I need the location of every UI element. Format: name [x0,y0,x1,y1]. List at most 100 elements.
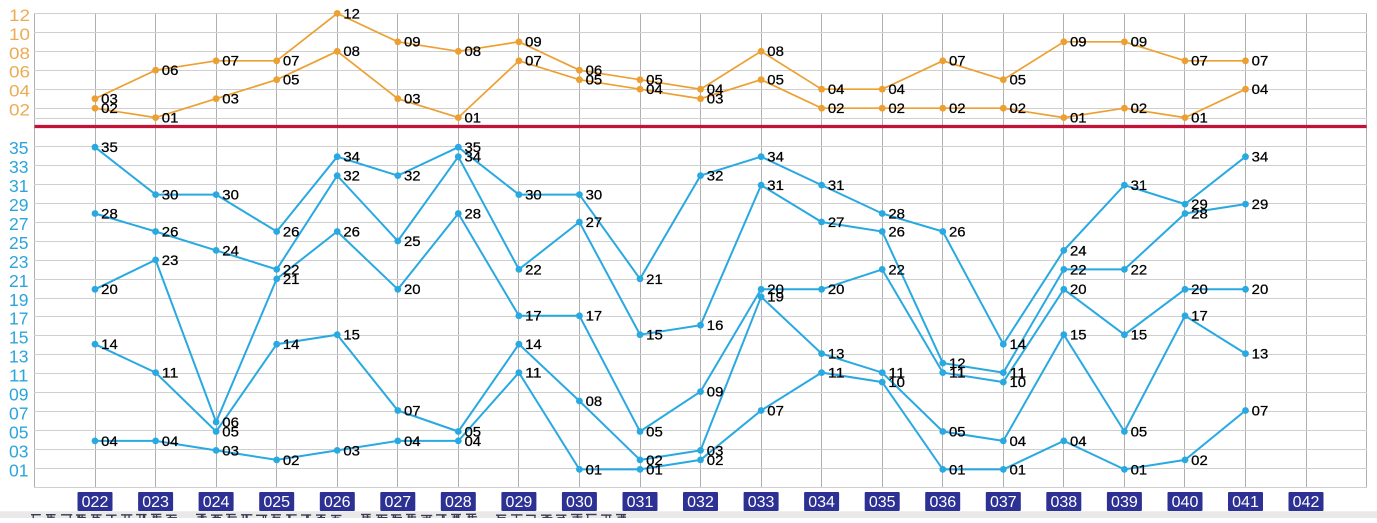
svg-text:028: 028 [445,494,472,511]
svg-text:32: 32 [404,168,421,183]
svg-text:20: 20 [767,282,784,297]
svg-text:30: 30 [525,187,542,202]
svg-text:19: 19 [767,290,784,305]
svg-text:06: 06 [222,415,239,430]
svg-text:05: 05 [586,73,603,88]
svg-text:07: 07 [222,54,239,69]
svg-text:21: 21 [646,272,663,287]
svg-text:03: 03 [101,92,118,107]
svg-text:02: 02 [949,101,966,116]
svg-text:025: 025 [263,494,290,511]
svg-text:04: 04 [1070,434,1087,449]
svg-text:28: 28 [888,206,905,221]
svg-text:04: 04 [1252,82,1269,97]
svg-text:037: 037 [990,494,1017,511]
svg-text:09: 09 [525,35,542,50]
svg-text:08: 08 [767,44,784,59]
svg-text:33: 33 [9,157,29,177]
svg-text:30: 30 [586,187,603,202]
svg-text:07: 07 [1252,403,1269,418]
svg-text:05: 05 [222,424,239,439]
svg-text:16: 16 [707,318,724,333]
svg-text:01: 01 [1070,110,1087,125]
svg-text:22: 22 [888,262,905,277]
svg-text:03: 03 [222,92,239,107]
svg-text:25: 25 [9,233,29,253]
svg-text:17: 17 [1191,309,1208,324]
svg-text:05: 05 [9,422,29,442]
svg-text:26: 26 [949,224,966,239]
svg-text:12: 12 [343,6,360,21]
svg-text:01: 01 [586,462,603,477]
svg-text:042: 042 [1293,494,1320,511]
svg-text:03: 03 [707,92,724,107]
svg-text:14: 14 [525,337,542,352]
svg-text:30: 30 [162,187,179,202]
svg-text:21: 21 [9,271,29,291]
svg-text:023: 023 [142,494,169,511]
svg-text:17: 17 [586,309,603,324]
svg-text:31: 31 [828,178,845,193]
svg-text:29: 29 [1252,197,1269,212]
svg-text:20: 20 [404,282,421,297]
svg-text:07: 07 [525,54,542,69]
svg-text:17: 17 [525,309,542,324]
svg-text:22: 22 [1070,262,1087,277]
svg-text:032: 032 [687,494,714,511]
svg-text:22: 22 [283,262,300,277]
svg-text:04: 04 [646,82,663,97]
svg-text:01: 01 [949,462,966,477]
svg-text:04: 04 [888,82,905,97]
svg-text:25: 25 [404,234,421,249]
svg-text:10: 10 [9,26,30,44]
svg-text:02: 02 [9,102,30,120]
svg-text:20: 20 [828,282,845,297]
svg-text:04: 04 [828,82,845,97]
svg-text:01: 01 [9,460,29,480]
svg-text:02: 02 [1131,101,1148,116]
svg-text:28: 28 [465,206,482,221]
svg-text:05: 05 [465,424,482,439]
svg-text:01: 01 [1131,462,1148,477]
svg-text:11: 11 [9,366,29,386]
svg-text:035: 035 [869,494,896,511]
svg-text:038: 038 [1050,494,1077,511]
svg-text:12: 12 [949,356,966,371]
svg-text:14: 14 [283,337,300,352]
svg-text:08: 08 [465,44,482,59]
svg-text:13: 13 [9,347,29,367]
svg-text:14: 14 [101,337,118,352]
svg-text:03: 03 [707,443,724,458]
svg-text:13: 13 [1252,346,1269,361]
svg-text:05: 05 [283,73,300,88]
svg-text:03: 03 [343,443,360,458]
svg-text:30: 30 [222,187,239,202]
svg-text:35: 35 [101,140,118,155]
svg-text:08: 08 [9,45,30,63]
svg-text:04: 04 [1010,434,1027,449]
svg-text:09: 09 [1070,35,1087,50]
svg-text:11: 11 [162,365,179,380]
svg-text:04: 04 [9,83,30,101]
svg-text:02: 02 [828,101,845,116]
svg-text:02: 02 [283,453,300,468]
svg-text:15: 15 [343,328,360,343]
svg-text:01: 01 [1191,110,1208,125]
svg-text:01: 01 [646,462,663,477]
svg-text:036: 036 [929,494,956,511]
svg-text:11: 11 [525,365,542,380]
svg-text:022: 022 [82,494,109,511]
svg-text:02: 02 [101,101,118,116]
svg-text:32: 32 [707,168,724,183]
svg-text:04: 04 [101,434,118,449]
svg-text:07: 07 [767,403,784,418]
svg-text:07: 07 [404,403,421,418]
svg-text:027: 027 [384,494,411,511]
svg-text:07: 07 [1191,54,1208,69]
svg-text:28: 28 [101,206,118,221]
svg-text:28: 28 [1191,206,1208,221]
svg-text:23: 23 [9,252,29,272]
svg-text:20: 20 [1191,282,1208,297]
svg-text:26: 26 [888,224,905,239]
svg-text:024: 024 [203,494,230,511]
